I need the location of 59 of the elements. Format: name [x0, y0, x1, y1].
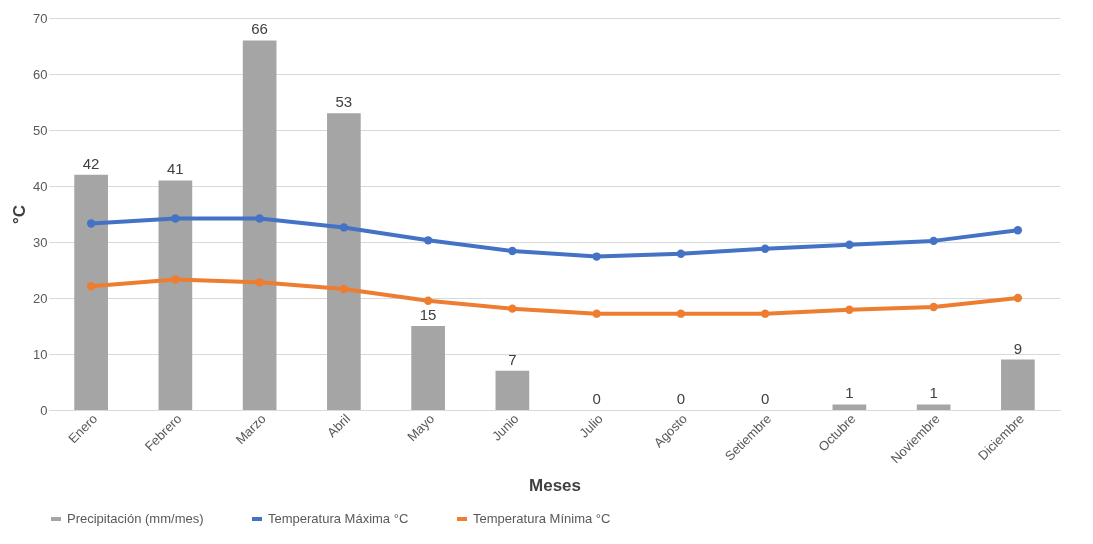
point — [592, 252, 601, 261]
bar — [411, 326, 445, 410]
bar — [242, 40, 277, 410]
point — [760, 244, 770, 253]
point — [845, 305, 854, 314]
point — [508, 304, 517, 313]
data-label: 41 — [167, 160, 184, 178]
y-tick-label: 0 — [40, 402, 48, 418]
point — [255, 278, 264, 287]
data-label: 9 — [1013, 339, 1023, 357]
data-label: 15 — [419, 306, 437, 323]
point — [171, 214, 180, 223]
point — [423, 236, 433, 245]
point — [760, 309, 770, 318]
bar — [916, 404, 951, 410]
point — [676, 249, 686, 258]
data-label: 1 — [845, 384, 854, 402]
point — [339, 284, 349, 294]
point — [929, 236, 938, 246]
bar — [495, 370, 530, 410]
data-label: 53 — [335, 93, 353, 111]
data-label: 66 — [251, 20, 268, 38]
point — [845, 240, 854, 249]
y-tick-label: 40 — [33, 178, 48, 194]
data-label: 0 — [592, 390, 601, 407]
x-axis-title: Meses — [529, 476, 581, 496]
y-tick-label: 30 — [33, 234, 48, 250]
data-label: 1 — [929, 384, 938, 402]
point — [255, 214, 264, 223]
bar — [158, 180, 193, 410]
point — [592, 309, 601, 318]
x-tick-label: Julio — [576, 411, 606, 441]
y-tick-label: 50 — [33, 122, 48, 138]
bar — [327, 113, 361, 410]
point — [929, 302, 938, 312]
point — [508, 246, 517, 256]
y-tick-label: 60 — [33, 66, 48, 82]
point — [339, 223, 349, 232]
point — [676, 309, 686, 318]
legend-label: Temperatura Máxima °C — [268, 511, 409, 526]
y-axis-title: °C — [10, 204, 30, 225]
legend-label: Temperatura Mínima °C — [473, 511, 611, 526]
data-label: 0 — [760, 390, 770, 407]
data-label: 0 — [676, 390, 686, 407]
data-label: 7 — [508, 350, 517, 368]
data-label: 42 — [82, 154, 100, 172]
point — [423, 296, 433, 305]
y-tick-label: 20 — [33, 290, 48, 306]
bar — [1001, 359, 1035, 410]
y-tick-label: 70 — [33, 10, 48, 26]
point — [86, 219, 96, 228]
y-tick-label: 10 — [33, 346, 48, 362]
point — [1013, 293, 1023, 303]
bar — [74, 174, 108, 410]
point — [171, 275, 180, 284]
point — [86, 282, 96, 291]
point — [1013, 226, 1023, 235]
legend-label: Precipitación (mm/mes) — [67, 511, 204, 526]
bar — [832, 404, 867, 410]
